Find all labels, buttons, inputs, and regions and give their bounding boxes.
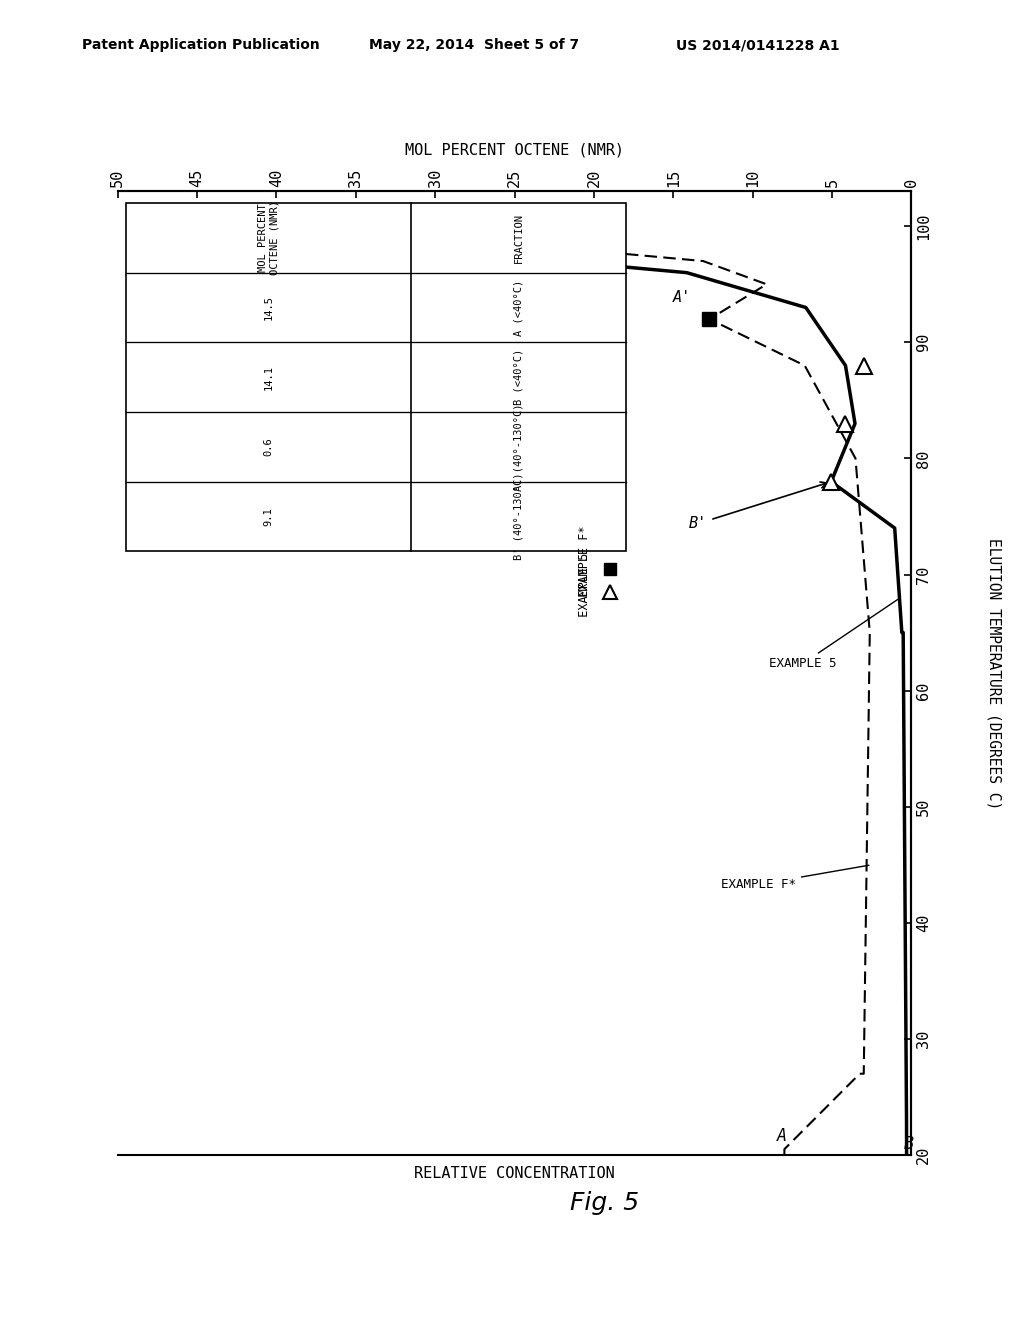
Bar: [126, 203, 626, 552]
Text: 14.5: 14.5: [263, 294, 273, 319]
Text: 14.1: 14.1: [263, 364, 273, 389]
Text: EXAMPLE 5: EXAMPLE 5: [768, 599, 898, 671]
Text: Patent Application Publication: Patent Application Publication: [82, 38, 319, 53]
Text: A (<40°C): A (<40°C): [513, 280, 523, 335]
Text: B': B': [689, 482, 826, 531]
Text: FRACTION: FRACTION: [513, 213, 523, 263]
Text: EXAMPLE F*: EXAMPLE F*: [578, 525, 591, 611]
Text: 0.6: 0.6: [263, 437, 273, 457]
Text: Fig. 5: Fig. 5: [569, 1192, 639, 1216]
Text: 9.1: 9.1: [263, 507, 273, 525]
Text: A: A: [776, 1127, 786, 1144]
X-axis label: MOL PERCENT OCTENE (NMR): MOL PERCENT OCTENE (NMR): [406, 143, 624, 157]
Text: B' (40°-130°C): B' (40°-130°C): [513, 473, 523, 560]
Text: A' (40°-130°C): A' (40°-130°C): [513, 403, 523, 491]
Text: EXAMPLE 5: EXAMPLE 5: [578, 553, 591, 631]
X-axis label: RELATIVE CONCENTRATION: RELATIVE CONCENTRATION: [414, 1166, 615, 1181]
Text: EXAMPLE F*: EXAMPLE F*: [721, 865, 869, 891]
Text: May 22, 2014  Sheet 5 of 7: May 22, 2014 Sheet 5 of 7: [369, 38, 579, 53]
Text: B: B: [903, 1135, 913, 1154]
Text: MOL PERCENT
OCTENE (NMR): MOL PERCENT OCTENE (NMR): [258, 201, 280, 276]
Text: US 2014/0141228 A1: US 2014/0141228 A1: [676, 38, 840, 53]
Y-axis label: ELUTION TEMPERATURE (DEGREES C): ELUTION TEMPERATURE (DEGREES C): [986, 537, 1001, 809]
Text: B (<40°C): B (<40°C): [513, 348, 523, 405]
Text: A': A': [674, 289, 691, 305]
